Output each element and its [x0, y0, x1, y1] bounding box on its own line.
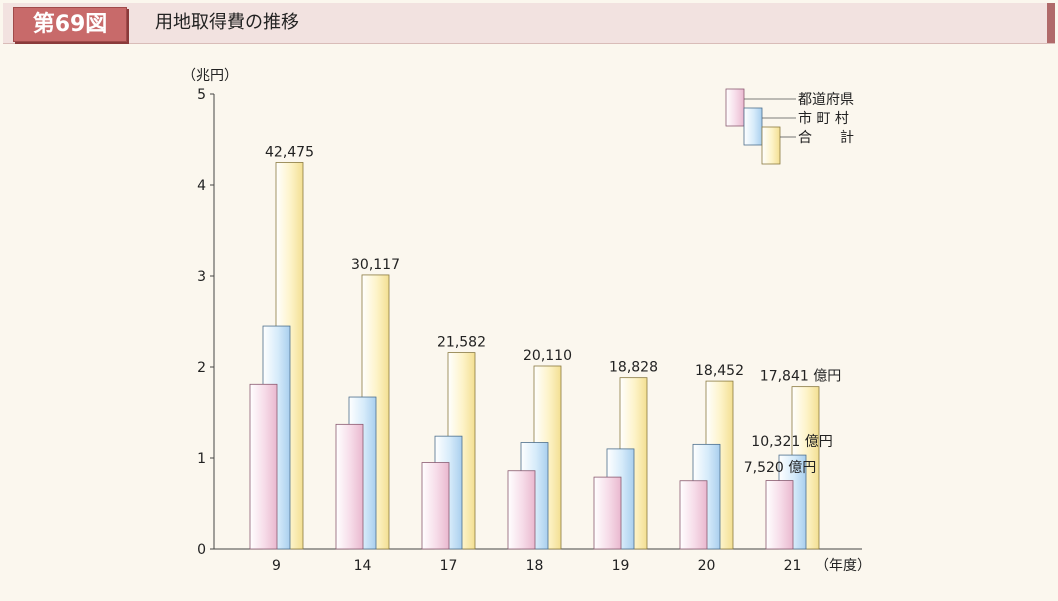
figure-header: 第69図 用地取得費の推移	[3, 3, 1055, 44]
x-tick-label: 17	[440, 558, 458, 574]
legend-label: 合 計	[798, 130, 854, 146]
total-label: 17,841 億円	[760, 369, 841, 385]
legend-swatch-prefecture	[725, 88, 745, 127]
total-label: 18,452	[695, 363, 744, 379]
bars	[249, 162, 820, 550]
axes: 0 1 2 3 4 5 （兆円） （年度） 9 14 17 18 19 20 21	[182, 68, 871, 574]
x-tick-label: 9	[272, 558, 281, 574]
annotation-municipality: 10,321 億円	[751, 434, 832, 450]
legend-label: 都道府県	[798, 92, 854, 108]
legend-swatch-municipality	[743, 107, 763, 146]
bar-prefecture	[593, 476, 622, 550]
legend-label: 市 町 村	[798, 110, 849, 127]
total-label: 18,828	[609, 360, 658, 376]
bar-prefecture	[507, 470, 536, 550]
bar-prefecture	[249, 383, 278, 550]
total-label: 21,582	[437, 335, 486, 351]
y-tick-label: 1	[197, 451, 206, 467]
x-tick-label: 20	[698, 558, 716, 574]
y-tick-label: 0	[197, 542, 206, 558]
total-label: 30,117	[351, 257, 400, 273]
total-label: 42,475	[265, 144, 314, 160]
x-tick-label: 21	[784, 558, 802, 574]
annotation-prefecture: 7,520 億円	[744, 460, 817, 476]
legend-swatch-total	[761, 126, 781, 165]
y-tick-label: 3	[197, 269, 206, 285]
y-tick-label: 5	[197, 87, 206, 103]
bar-prefecture	[421, 462, 450, 550]
header-accent	[1047, 3, 1055, 43]
bar-prefecture	[679, 480, 708, 550]
bar-prefecture	[335, 423, 364, 550]
figure-title: 用地取得費の推移	[155, 12, 299, 33]
y-axis-label: （兆円）	[182, 68, 238, 84]
x-tick-label: 14	[354, 558, 372, 574]
y-tick-label: 4	[197, 178, 206, 194]
x-tick-label: 19	[612, 558, 630, 574]
y-tick-label: 2	[197, 360, 206, 376]
data-labels: 42,475 30,117 21,582 20,110 18,828 18,452 17,8…	[265, 144, 841, 476]
x-axis-label: （年度）	[815, 558, 871, 574]
bar-prefecture	[765, 480, 794, 550]
x-tick-label: 18	[526, 558, 544, 574]
total-label: 20,110	[523, 348, 572, 364]
figure-number-badge: 第69図	[13, 7, 127, 42]
